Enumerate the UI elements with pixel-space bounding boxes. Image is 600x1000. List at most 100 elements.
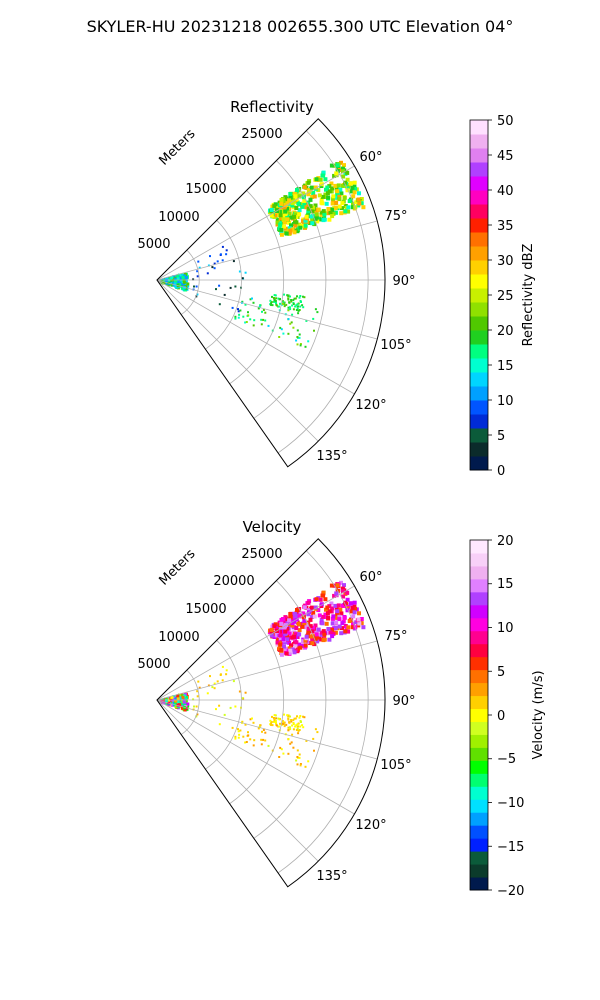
echo-cell — [302, 605, 307, 610]
echo-cell — [280, 328, 283, 331]
colorbar-segment — [470, 812, 488, 826]
echo-cell — [299, 344, 302, 347]
echo-cell — [301, 219, 305, 224]
reflectivity-title: Reflectivity — [230, 98, 314, 116]
echo-cell — [272, 624, 277, 629]
echo-cell — [244, 741, 247, 744]
echo-cell — [297, 729, 300, 732]
echo-cell — [237, 730, 240, 733]
echo-cell — [273, 719, 276, 722]
echo-cell — [163, 279, 167, 283]
echo-cell — [260, 318, 263, 321]
echo-cell — [309, 629, 314, 634]
echo-cell — [304, 634, 309, 639]
echo-cell — [287, 297, 290, 300]
echo-cell — [218, 723, 221, 726]
echo-cell — [270, 721, 273, 723]
echo-cell — [252, 721, 255, 724]
colorbar-segment — [470, 682, 488, 697]
echo-cell — [339, 211, 344, 216]
echo-cell — [292, 611, 297, 616]
echo-cell — [234, 735, 237, 738]
colorbar-segment — [470, 721, 488, 735]
colorbar-segment — [470, 218, 488, 233]
echo-cell — [247, 314, 250, 317]
echo-cell — [275, 640, 280, 645]
echo-cell — [350, 625, 355, 630]
echo-cell — [334, 591, 339, 596]
echo-cell — [340, 201, 345, 206]
echo-cell — [341, 174, 346, 179]
echo-cell — [349, 609, 354, 614]
echo-cell — [334, 171, 339, 176]
colorbar-tick-label: 20 — [497, 534, 514, 549]
echo-cell — [229, 286, 232, 289]
colorbar-tick-label: 5 — [497, 429, 505, 444]
echo-cell — [345, 188, 350, 193]
echo-cell — [310, 615, 315, 619]
echo-cell — [264, 739, 267, 742]
echo-cell — [232, 680, 235, 683]
echo-cell — [253, 319, 256, 322]
echo-cell — [311, 191, 316, 195]
echo-cell — [261, 730, 263, 733]
echo-cell — [277, 297, 280, 300]
echo-cell — [354, 620, 359, 625]
echo-cell — [298, 716, 301, 719]
echo-cell — [283, 226, 288, 231]
echo-cell — [310, 637, 315, 642]
echo-cell — [193, 705, 195, 708]
theta-tick-label: 135° — [316, 869, 347, 884]
echo-cell — [285, 629, 290, 634]
theta-tick-label: 105° — [380, 758, 411, 773]
echo-cell — [333, 210, 338, 215]
echo-cell — [278, 627, 283, 632]
echo-cell — [302, 306, 305, 309]
echo-cell — [298, 309, 301, 311]
colorbar-segment — [470, 656, 488, 671]
echo-cell — [352, 180, 357, 185]
echo-cell — [322, 212, 327, 217]
echo-cell — [229, 706, 232, 709]
echo-cell — [279, 302, 281, 305]
colorbar-segment — [470, 274, 488, 289]
echo-cell — [290, 647, 295, 652]
colorbar-tick-label: 35 — [497, 219, 514, 234]
echo-cell — [342, 583, 346, 588]
echo-cell — [346, 629, 351, 634]
echo-cell — [316, 627, 321, 632]
echo-cell — [308, 641, 313, 645]
echo-cell — [342, 163, 346, 168]
echo-cell — [282, 625, 287, 630]
echo-cell — [314, 635, 319, 640]
echo-cell — [288, 306, 291, 309]
echo-cell — [330, 616, 335, 621]
echo-cell — [221, 259, 224, 262]
echo-cell — [164, 699, 168, 703]
theta-tick-label: 60° — [359, 150, 382, 165]
echo-cell — [282, 644, 286, 649]
echo-cell — [295, 729, 298, 731]
echo-cell — [301, 191, 306, 196]
echo-cell — [242, 315, 245, 318]
echo-cell — [345, 177, 350, 182]
echo-cell — [251, 717, 253, 720]
echo-cell — [292, 326, 295, 329]
echo-cell — [343, 180, 348, 185]
echo-cell — [297, 208, 302, 213]
range-ring — [277, 550, 369, 874]
echo-cell — [295, 608, 299, 612]
echo-cell — [285, 217, 290, 222]
echo-cell — [314, 177, 319, 182]
echo-cell — [299, 305, 302, 308]
echo-cell — [275, 297, 278, 300]
echo-cell — [293, 212, 298, 217]
echo-cell — [273, 714, 276, 717]
echo-cell — [184, 702, 188, 706]
echo-cell — [330, 214, 335, 219]
echo-cell — [356, 617, 361, 622]
echo-cell — [295, 188, 299, 192]
echo-cell — [244, 303, 247, 306]
echo-cell — [297, 632, 302, 637]
echo-cell — [272, 204, 277, 209]
